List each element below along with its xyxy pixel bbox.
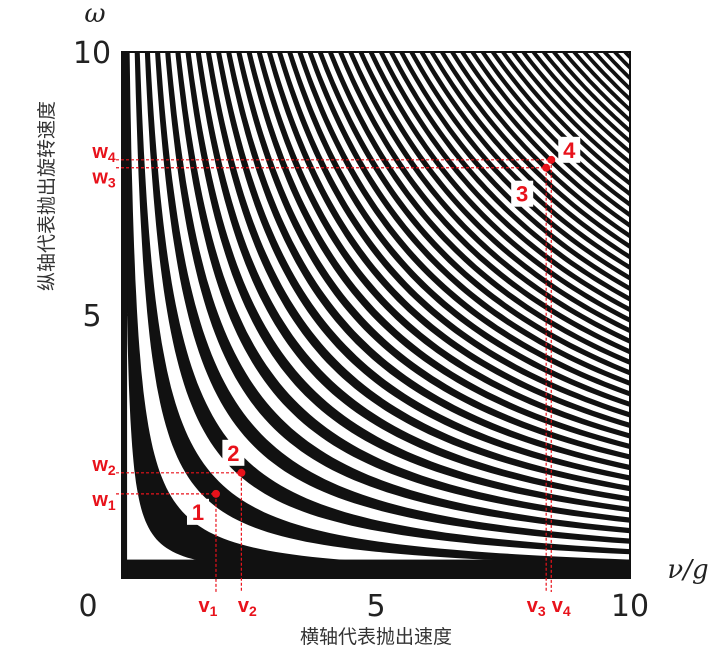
x-tick-label: 10	[611, 589, 649, 624]
band-dark	[571, 52, 630, 113]
x-axis-label: 横轴代表抛出速度	[300, 626, 452, 648]
point-label: 1	[192, 500, 204, 525]
band-dark	[530, 52, 630, 155]
band-dark	[622, 52, 630, 60]
y-axis-label: 纵轴代表抛出旋转速度	[36, 101, 58, 291]
band-dark	[602, 52, 630, 81]
point-label-box	[186, 498, 209, 525]
point-label: 4	[563, 138, 576, 163]
x-marker-label: v2	[238, 595, 257, 619]
y-marker-label: w1	[91, 489, 116, 513]
band-dark	[480, 52, 630, 208]
band-dark	[236, 52, 630, 460]
x-marker-label: v1	[199, 595, 218, 619]
band-dark	[561, 52, 630, 123]
band-dark	[246, 52, 630, 450]
point-label-box	[222, 439, 245, 466]
x-marker-label: v3	[527, 595, 546, 619]
band-dark	[469, 52, 630, 218]
y-tick-label: 10	[73, 36, 111, 71]
band-dark	[500, 52, 630, 187]
band-dark	[520, 52, 630, 166]
data-point	[547, 155, 556, 164]
y-marker-label: w4	[91, 141, 116, 165]
band-dark	[490, 52, 630, 197]
data-point	[237, 468, 246, 477]
x-tick-label: 0	[78, 589, 97, 624]
y-marker-label: w3	[91, 167, 116, 191]
x-marker-label: v4	[552, 595, 571, 619]
band-dark	[124, 52, 630, 576]
band-dark	[581, 52, 630, 102]
data-point	[542, 163, 551, 172]
y-axis-symbol: ω	[84, 0, 105, 29]
point-label: 2	[227, 441, 239, 466]
point-label: 3	[516, 182, 528, 207]
y-tick-label: 5	[82, 299, 101, 334]
data-point	[211, 489, 220, 498]
markers-group: 1 v1 w1 2 v2 w2 3 v3 w3 4 v4 w4	[91, 136, 581, 619]
band-dark	[175, 52, 630, 523]
band-dark	[612, 52, 630, 71]
x-tick-label: 5	[366, 589, 385, 624]
band-dark	[459, 52, 630, 229]
point-label-box	[558, 136, 581, 163]
ticks-group: 0 5 10 5 10	[73, 36, 649, 624]
y-marker-label: w2	[91, 454, 116, 478]
band-dark	[541, 52, 630, 145]
band-dark	[551, 52, 630, 134]
bands-group	[122, 52, 630, 578]
band-dark	[510, 52, 630, 176]
band-dark	[591, 52, 630, 92]
x-axis-symbol: ν/g	[667, 555, 708, 585]
point-label-box	[511, 180, 534, 207]
